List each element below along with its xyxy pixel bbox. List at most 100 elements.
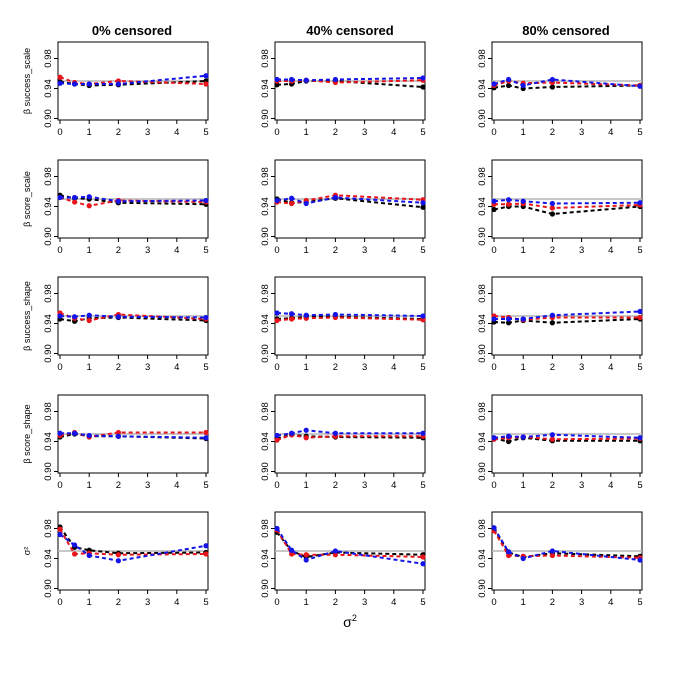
data-point-black: [506, 82, 512, 89]
x-tick-label: 5: [420, 597, 425, 608]
data-point-blue: [506, 549, 512, 555]
panel-r1c1: 0 1 2 3 4 5 0.90 0.94 0.98: [260, 159, 426, 256]
data-point-blue: [203, 73, 209, 79]
x-tick-label: 5: [420, 480, 425, 491]
x-tick-label: 0: [274, 480, 279, 491]
data-point-blue: [303, 77, 309, 83]
data-point-blue: [549, 312, 556, 318]
data-point-blue: [520, 198, 526, 204]
data-point-red: [303, 435, 309, 441]
x-tick-label: 2: [333, 245, 338, 256]
y-tick-label: 0.90: [43, 462, 54, 481]
data-point-red: [203, 81, 209, 87]
data-point-blue: [115, 314, 121, 320]
data-point-red: [332, 552, 338, 558]
x-axis-label: σ2: [343, 613, 357, 630]
data-point-blue: [203, 197, 209, 204]
data-point-black: [420, 204, 426, 210]
y-tick-label: 0.98: [260, 284, 271, 303]
x-axis-label-superscript: 2: [352, 613, 357, 623]
y-tick-label: 0.94: [260, 432, 271, 451]
data-point-blue: [86, 312, 92, 318]
data-point-red: [289, 316, 295, 322]
data-point-blue: [332, 430, 338, 436]
series-line-black: [493, 84, 641, 90]
panel-r0c1: 0 1 2 3 4 5 0.90 0.94 0.98: [260, 41, 426, 138]
data-point-blue: [332, 76, 338, 83]
data-point-blue: [203, 314, 209, 321]
y-tick-label: 0.98: [43, 49, 54, 68]
data-point-blue: [57, 531, 63, 538]
data-point-blue: [115, 558, 121, 564]
data-point-blue: [289, 430, 295, 436]
y-tick-label: 0.90: [477, 579, 488, 598]
x-tick-label: 3: [579, 597, 584, 608]
x-tick-label: 5: [203, 127, 208, 138]
y-tick-label: 0.98: [477, 167, 488, 186]
x-tick-label: 5: [637, 597, 642, 608]
panel-r3c1: 0 1 2 3 4 5 0.90 0.94 0.98: [260, 394, 426, 491]
y-tick-label: 0.90: [43, 344, 54, 363]
series-line-blue: [59, 533, 207, 562]
data-point-blue: [637, 435, 643, 441]
data-point-black: [420, 84, 426, 90]
x-tick-label: 4: [174, 362, 179, 373]
data-point-blue: [506, 76, 512, 83]
y-tick-label: 0.98: [260, 519, 271, 538]
x-tick-label: 1: [521, 245, 526, 256]
data-point-blue: [57, 430, 63, 436]
x-tick-label: 5: [203, 480, 208, 491]
data-point-blue: [203, 435, 209, 441]
data-point-black: [506, 438, 512, 445]
y-tick-label: 0.94: [43, 314, 54, 333]
row-label: β score_shape: [22, 404, 32, 463]
data-point-blue: [549, 548, 556, 554]
x-tick-label: 2: [116, 597, 121, 608]
y-tick-label: 0.94: [260, 314, 271, 333]
x-tick-label: 1: [304, 245, 309, 256]
x-tick-label: 0: [274, 127, 279, 138]
data-point-blue: [57, 80, 63, 86]
y-tick-label: 0.98: [43, 284, 54, 303]
x-tick-label: 5: [420, 362, 425, 373]
x-tick-label: 0: [57, 362, 62, 373]
data-point-blue: [491, 198, 497, 204]
y-tick-label: 0.94: [260, 79, 271, 98]
x-tick-label: 3: [145, 245, 150, 256]
data-point-red: [115, 552, 121, 558]
x-tick-label: 1: [521, 597, 526, 608]
col-title-1: 40% censored: [306, 23, 393, 38]
y-tick-label: 0.94: [43, 549, 54, 568]
x-tick-label: 0: [491, 245, 496, 256]
x-tick-label: 0: [491, 480, 496, 491]
y-tick-label: 0.90: [477, 462, 488, 481]
y-tick-label: 0.90: [477, 109, 488, 128]
y-tick-label: 0.98: [477, 49, 488, 68]
panel-r2c1: 0 1 2 3 4 5 0.90 0.94 0.98: [260, 276, 426, 373]
panel-r0c0: 0 1 2 3 4 5 0.90 0.94 0.98 β success_scale: [22, 41, 209, 138]
x-tick-label: 2: [333, 597, 338, 608]
data-point-blue: [491, 81, 497, 87]
y-tick-label: 0.90: [43, 579, 54, 598]
data-point-blue: [289, 311, 295, 317]
y-tick-label: 0.90: [43, 227, 54, 246]
x-tick-label: 2: [333, 480, 338, 491]
data-point-red: [57, 526, 63, 532]
x-tick-label: 0: [57, 480, 62, 491]
data-point-red: [289, 200, 295, 207]
data-point-blue: [57, 194, 63, 201]
x-tick-label: 4: [174, 127, 179, 138]
y-tick-label: 0.98: [477, 519, 488, 538]
x-tick-label: 0: [274, 362, 279, 373]
x-tick-label: 3: [362, 480, 367, 491]
x-tick-label: 4: [391, 127, 396, 138]
data-point-blue: [303, 312, 309, 318]
col-title-0: 0% censored: [92, 23, 172, 38]
data-point-blue: [274, 432, 280, 439]
data-point-blue: [637, 83, 643, 89]
data-point-red: [420, 554, 426, 560]
data-point-black: [549, 84, 556, 90]
data-point-blue: [420, 200, 426, 206]
